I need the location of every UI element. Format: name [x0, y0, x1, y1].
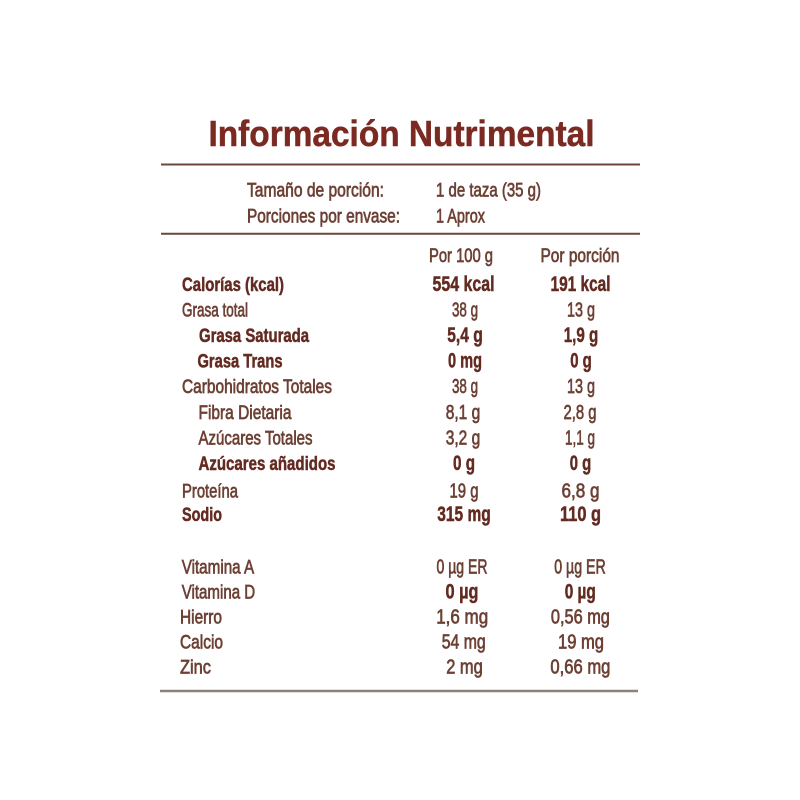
svg-text:Hierro: Hierro — [180, 607, 222, 629]
svg-text:Por 100 g: Por 100 g — [429, 245, 493, 267]
svg-text:0 µg: 0 µg — [565, 580, 596, 604]
svg-text:8,1 g: 8,1 g — [446, 402, 481, 424]
svg-text:1 de taza (35 g): 1 de taza (35 g) — [436, 180, 541, 202]
svg-text:13 g: 13 g — [567, 300, 595, 322]
svg-text:0 g: 0 g — [453, 451, 475, 475]
svg-text:1 Aprox: 1 Aprox — [436, 205, 485, 227]
svg-text:Vitamina A: Vitamina A — [182, 557, 255, 579]
svg-text:Tamaño de porción:: Tamaño de porción: — [247, 180, 384, 202]
svg-text:554 kcal: 554 kcal — [433, 272, 495, 296]
svg-text:Vitamina D: Vitamina D — [182, 582, 256, 604]
svg-text:1,1 g: 1,1 g — [565, 427, 595, 449]
svg-text:19 mg: 19 mg — [558, 632, 604, 654]
svg-text:Por porción: Por porción — [541, 245, 620, 267]
svg-text:Sodio: Sodio — [182, 504, 222, 526]
svg-text:Porciones por envase:: Porciones por envase: — [247, 205, 400, 227]
svg-text:Proteína: Proteína — [182, 481, 238, 503]
svg-text:0 g: 0 g — [570, 451, 592, 475]
svg-text:Calcio: Calcio — [180, 632, 223, 654]
svg-text:0 µg ER: 0 µg ER — [437, 557, 488, 579]
svg-text:2 mg: 2 mg — [446, 657, 483, 679]
svg-text:Grasa Saturada: Grasa Saturada — [199, 325, 309, 347]
svg-text:Azúcares Totales: Azúcares Totales — [199, 427, 313, 449]
svg-text:0 µg: 0 µg — [446, 580, 479, 604]
svg-text:Información Nutrimental: Información Nutrimental — [209, 113, 595, 154]
svg-text:Azúcares añadidos: Azúcares añadidos — [199, 453, 336, 475]
svg-text:Fibra Dietaria: Fibra Dietaria — [199, 402, 292, 424]
svg-text:Grasa total: Grasa total — [182, 300, 248, 322]
svg-text:38 g: 38 g — [452, 376, 478, 398]
svg-text:0 mg: 0 mg — [448, 349, 482, 373]
svg-text:6,8 g: 6,8 g — [562, 481, 600, 503]
svg-text:38 g: 38 g — [452, 300, 478, 322]
svg-text:5,4 g: 5,4 g — [447, 323, 483, 347]
svg-text:191 kcal: 191 kcal — [551, 272, 611, 296]
svg-text:13 g: 13 g — [567, 376, 595, 398]
svg-text:54 mg: 54 mg — [442, 632, 486, 654]
svg-text:1,9 g: 1,9 g — [564, 323, 599, 347]
svg-text:3,2 g: 3,2 g — [446, 427, 481, 449]
svg-text:Carbohidratos Totales: Carbohidratos Totales — [182, 376, 332, 398]
svg-text:0,66 mg: 0,66 mg — [550, 657, 610, 679]
svg-text:0,56 mg: 0,56 mg — [551, 607, 610, 629]
svg-text:Zinc: Zinc — [180, 657, 211, 679]
svg-text:0 µg ER: 0 µg ER — [554, 557, 606, 579]
svg-text:110 g: 110 g — [560, 502, 601, 526]
svg-text:Calorías (kcal): Calorías (kcal) — [182, 274, 284, 296]
svg-text:Grasa Trans: Grasa Trans — [198, 351, 283, 373]
svg-text:19 g: 19 g — [450, 481, 479, 503]
svg-text:2,8 g: 2,8 g — [564, 402, 597, 424]
svg-text:315 mg: 315 mg — [437, 502, 491, 526]
svg-text:1,6 mg: 1,6 mg — [436, 607, 488, 629]
svg-text:0 g: 0 g — [570, 349, 592, 373]
